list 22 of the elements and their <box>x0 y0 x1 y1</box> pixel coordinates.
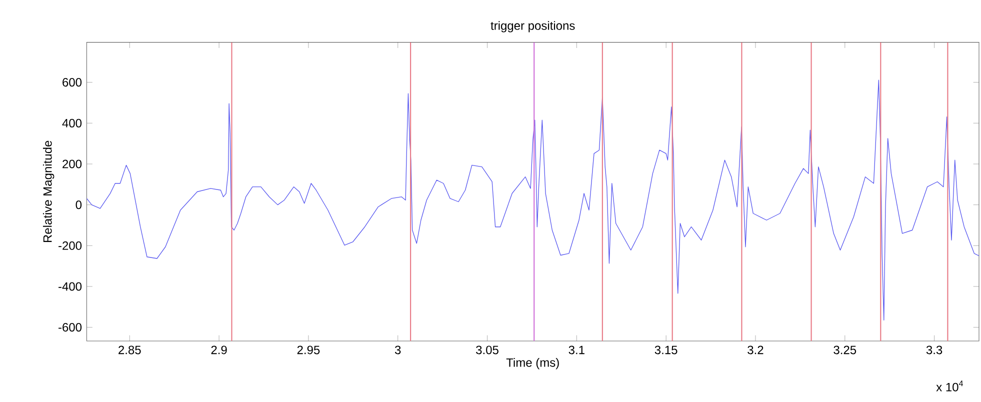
x-tick-label: 3 <box>394 346 401 354</box>
x-tick-label: 2.95 <box>297 346 320 354</box>
y-tick-label: -400 <box>58 282 82 291</box>
x-axis-title: Time (ms) <box>506 358 559 370</box>
y-tick-label: 200 <box>62 160 82 168</box>
line-series <box>86 80 979 320</box>
x-tick-label: 3.25 <box>834 346 856 354</box>
y-axis-title: Relative Magnitude <box>42 140 54 242</box>
y-tick-label: 0 <box>76 200 82 210</box>
y-tick-label: -200 <box>58 241 82 250</box>
x-tick-label: 3.1 <box>568 346 584 354</box>
x-tick-label: 3.3 <box>926 346 942 354</box>
y-tick-label: -600 <box>58 323 82 332</box>
x-tick-label: 3.2 <box>748 346 764 354</box>
x-tick-label: 3.05 <box>476 346 498 354</box>
chart-title: trigger positions <box>490 21 575 32</box>
x-tick-label: 2.9 <box>211 346 227 354</box>
x-tick-label: 3.15 <box>654 346 678 354</box>
y-tick-label: 600 <box>62 78 82 87</box>
text: x 10$^{4}$ <box>936 380 964 392</box>
y-tick-label: 400 <box>62 118 82 128</box>
x-tick-label: 2.85 <box>118 346 141 354</box>
